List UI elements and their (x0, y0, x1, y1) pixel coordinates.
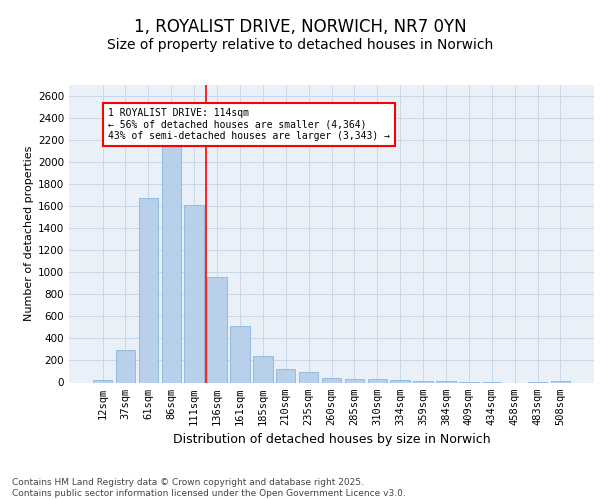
Bar (230, 326, 250, 382)
Bar (253, 356, 272, 382)
Y-axis label: Number of detached properties: Number of detached properties (24, 146, 34, 322)
Text: Size of property relative to detached houses in Norwich: Size of property relative to detached ho… (107, 38, 493, 52)
Bar (344, 379, 364, 382)
Bar (184, 205, 204, 382)
X-axis label: Distribution of detached houses by size in Norwich: Distribution of detached houses by size … (173, 433, 490, 446)
Bar (208, 276, 227, 382)
Bar (116, 350, 135, 382)
Bar (299, 372, 319, 382)
Text: 1 ROYALIST DRIVE: 114sqm
← 56% of detached houses are smaller (4,364)
43% of sem: 1 ROYALIST DRIVE: 114sqm ← 56% of detach… (109, 108, 391, 142)
Text: Contains HM Land Registry data © Crown copyright and database right 2025.
Contai: Contains HM Land Registry data © Crown c… (12, 478, 406, 498)
Bar (276, 370, 295, 382)
Bar (391, 380, 410, 382)
Bar (368, 379, 387, 382)
Bar (139, 198, 158, 382)
Bar (322, 378, 341, 382)
Bar (93, 380, 112, 382)
Bar (161, 145, 181, 382)
Text: 1, ROYALIST DRIVE, NORWICH, NR7 0YN: 1, ROYALIST DRIVE, NORWICH, NR7 0YN (134, 18, 466, 36)
